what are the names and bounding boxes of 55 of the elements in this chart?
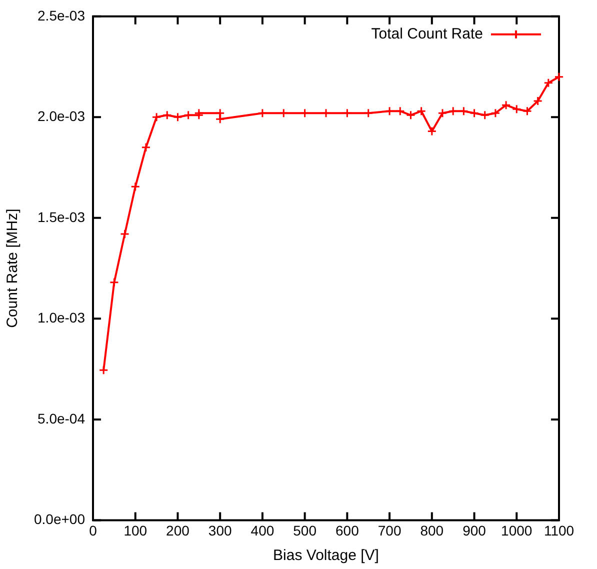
point <box>384 106 394 116</box>
point <box>342 108 352 118</box>
point <box>406 110 416 120</box>
x-tick-label: 600 <box>336 522 360 538</box>
point <box>395 106 405 116</box>
point <box>416 106 426 116</box>
point <box>544 78 554 88</box>
point <box>533 96 543 106</box>
y-tick-label: 0.0e+00 <box>34 511 86 528</box>
point <box>162 110 172 120</box>
x-tick-label: 900 <box>462 522 486 538</box>
point <box>512 104 522 114</box>
point <box>172 112 182 122</box>
x-axis-title: Bias Voltage [V] <box>273 547 379 564</box>
point <box>300 108 310 118</box>
point <box>141 142 151 152</box>
point <box>258 108 268 118</box>
y-tick-label: 1.5e-03 <box>38 208 86 225</box>
point <box>490 108 500 118</box>
x-tick-label: 800 <box>420 522 444 538</box>
x-tick-label: 200 <box>166 522 190 538</box>
x-tick-label: 400 <box>250 522 274 538</box>
x-tick-label: 300 <box>208 522 232 538</box>
point <box>215 114 225 124</box>
point <box>458 106 468 116</box>
point <box>470 108 480 118</box>
x-tick-label: 700 <box>378 522 402 538</box>
point <box>98 365 108 375</box>
y-axis-title: Count Rate [MHz] <box>4 208 22 328</box>
point <box>448 106 458 116</box>
point <box>184 110 194 120</box>
point <box>278 108 288 118</box>
point <box>501 100 511 110</box>
point <box>109 278 119 288</box>
legend-label: Total Count Rate <box>371 26 483 43</box>
y-tick-label: 2.5e-03 <box>38 7 86 24</box>
x-tick-label: 100 <box>124 522 148 538</box>
y-tick-label: 2.0e-03 <box>38 108 86 124</box>
point <box>522 106 532 116</box>
point <box>480 110 490 120</box>
point <box>427 126 437 136</box>
point <box>215 108 225 118</box>
y-tick-label: 1.0e-03 <box>38 310 86 326</box>
x-tick-label: 1100 <box>544 522 574 538</box>
point <box>152 112 162 122</box>
point <box>364 108 374 118</box>
point <box>120 229 130 239</box>
x-tick-label: 1000 <box>501 522 532 538</box>
x-tick-label: 0 <box>89 522 98 538</box>
point <box>321 108 331 118</box>
y-tick-label: 5.0e-04 <box>38 410 86 426</box>
point <box>438 108 448 118</box>
point <box>130 182 140 192</box>
point <box>554 72 564 82</box>
x-tick-label: 500 <box>293 522 317 538</box>
